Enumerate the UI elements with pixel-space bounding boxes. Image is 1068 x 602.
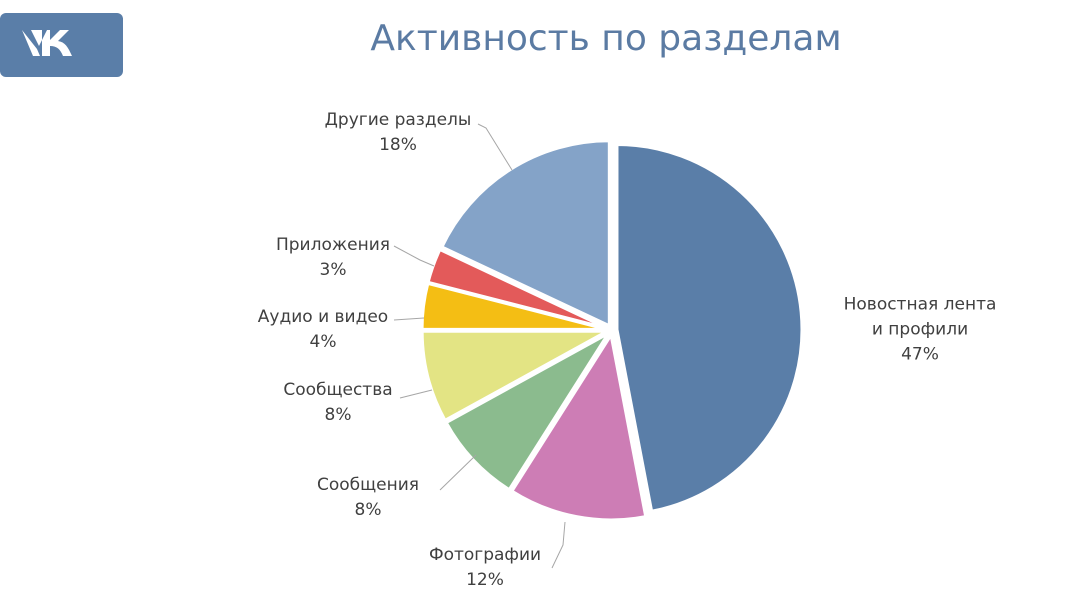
leader-line (399, 389, 433, 399)
leader-line (439, 454, 477, 491)
pie-slice (509, 330, 648, 522)
slice-label: Аудио и видео 4% (213, 305, 433, 355)
slice-label: Новостная лента и профили 47% (810, 293, 1030, 368)
slice-label: Приложения 3% (223, 233, 443, 283)
pie-slice (615, 143, 804, 514)
value-label: 47% (901, 344, 939, 365)
leader-line (393, 245, 435, 267)
value-label: 18% (379, 135, 417, 155)
value-label: 4% (309, 332, 337, 352)
category-label: Новостная лента и профили (843, 294, 997, 340)
value-label: 8% (324, 405, 352, 425)
leader-line (393, 317, 425, 321)
category-label: Приложения (275, 235, 391, 255)
slice-label: Сообщения 8% (258, 473, 478, 523)
pie-slice (420, 329, 608, 423)
category-label: Сообщения (316, 475, 420, 495)
slice-label: Фотографии 12% (375, 543, 595, 593)
category-label: Фотографии (428, 545, 542, 565)
category-label: Другие разделы (324, 110, 472, 130)
slice-label: Другие разделы 18% (288, 108, 508, 158)
logo (0, 13, 123, 77)
pie-slice (439, 139, 611, 329)
value-label: 12% (466, 570, 504, 590)
slice-label: Сообщества 8% (228, 378, 448, 428)
leader-line (551, 521, 566, 569)
chart-title: Активность по разделам (370, 18, 842, 59)
value-label: 3% (319, 260, 347, 280)
value-label: 8% (354, 500, 382, 520)
category-label: Сообщества (283, 380, 393, 400)
category-label: Аудио и видео (257, 307, 389, 327)
leader-line (477, 123, 513, 171)
pie-slice (444, 332, 610, 492)
